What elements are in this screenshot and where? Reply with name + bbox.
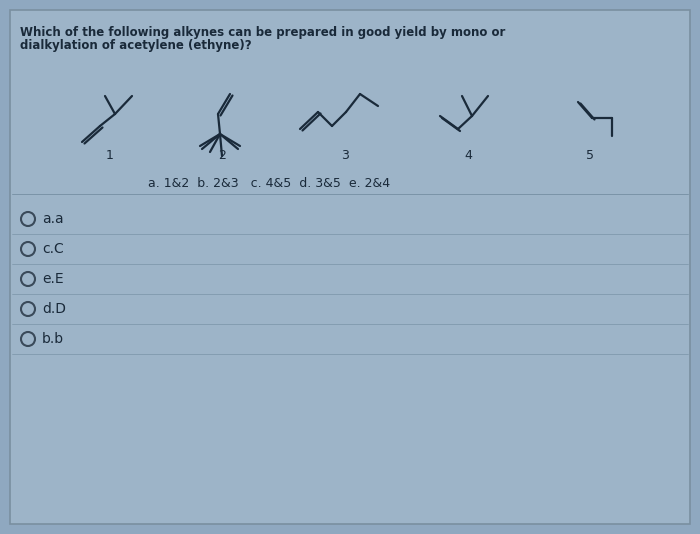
Text: a. 1&2  b. 2&3   c. 4&5  d. 3&5  e. 2&4: a. 1&2 b. 2&3 c. 4&5 d. 3&5 e. 2&4 [148,177,390,190]
Text: 1: 1 [106,149,114,162]
Text: d.D: d.D [42,302,66,316]
Text: Which of the following alkynes can be prepared in good yield by mono or: Which of the following alkynes can be pr… [20,26,505,39]
Text: dialkylation of acetylene (ethyne)?: dialkylation of acetylene (ethyne)? [20,39,251,52]
Text: 4: 4 [464,149,472,162]
Text: e.E: e.E [42,272,64,286]
Text: c.C: c.C [42,242,64,256]
Text: 5: 5 [586,149,594,162]
Text: a.a: a.a [42,212,64,226]
Text: 3: 3 [341,149,349,162]
Text: 2: 2 [218,149,226,162]
Text: b.b: b.b [42,332,64,346]
